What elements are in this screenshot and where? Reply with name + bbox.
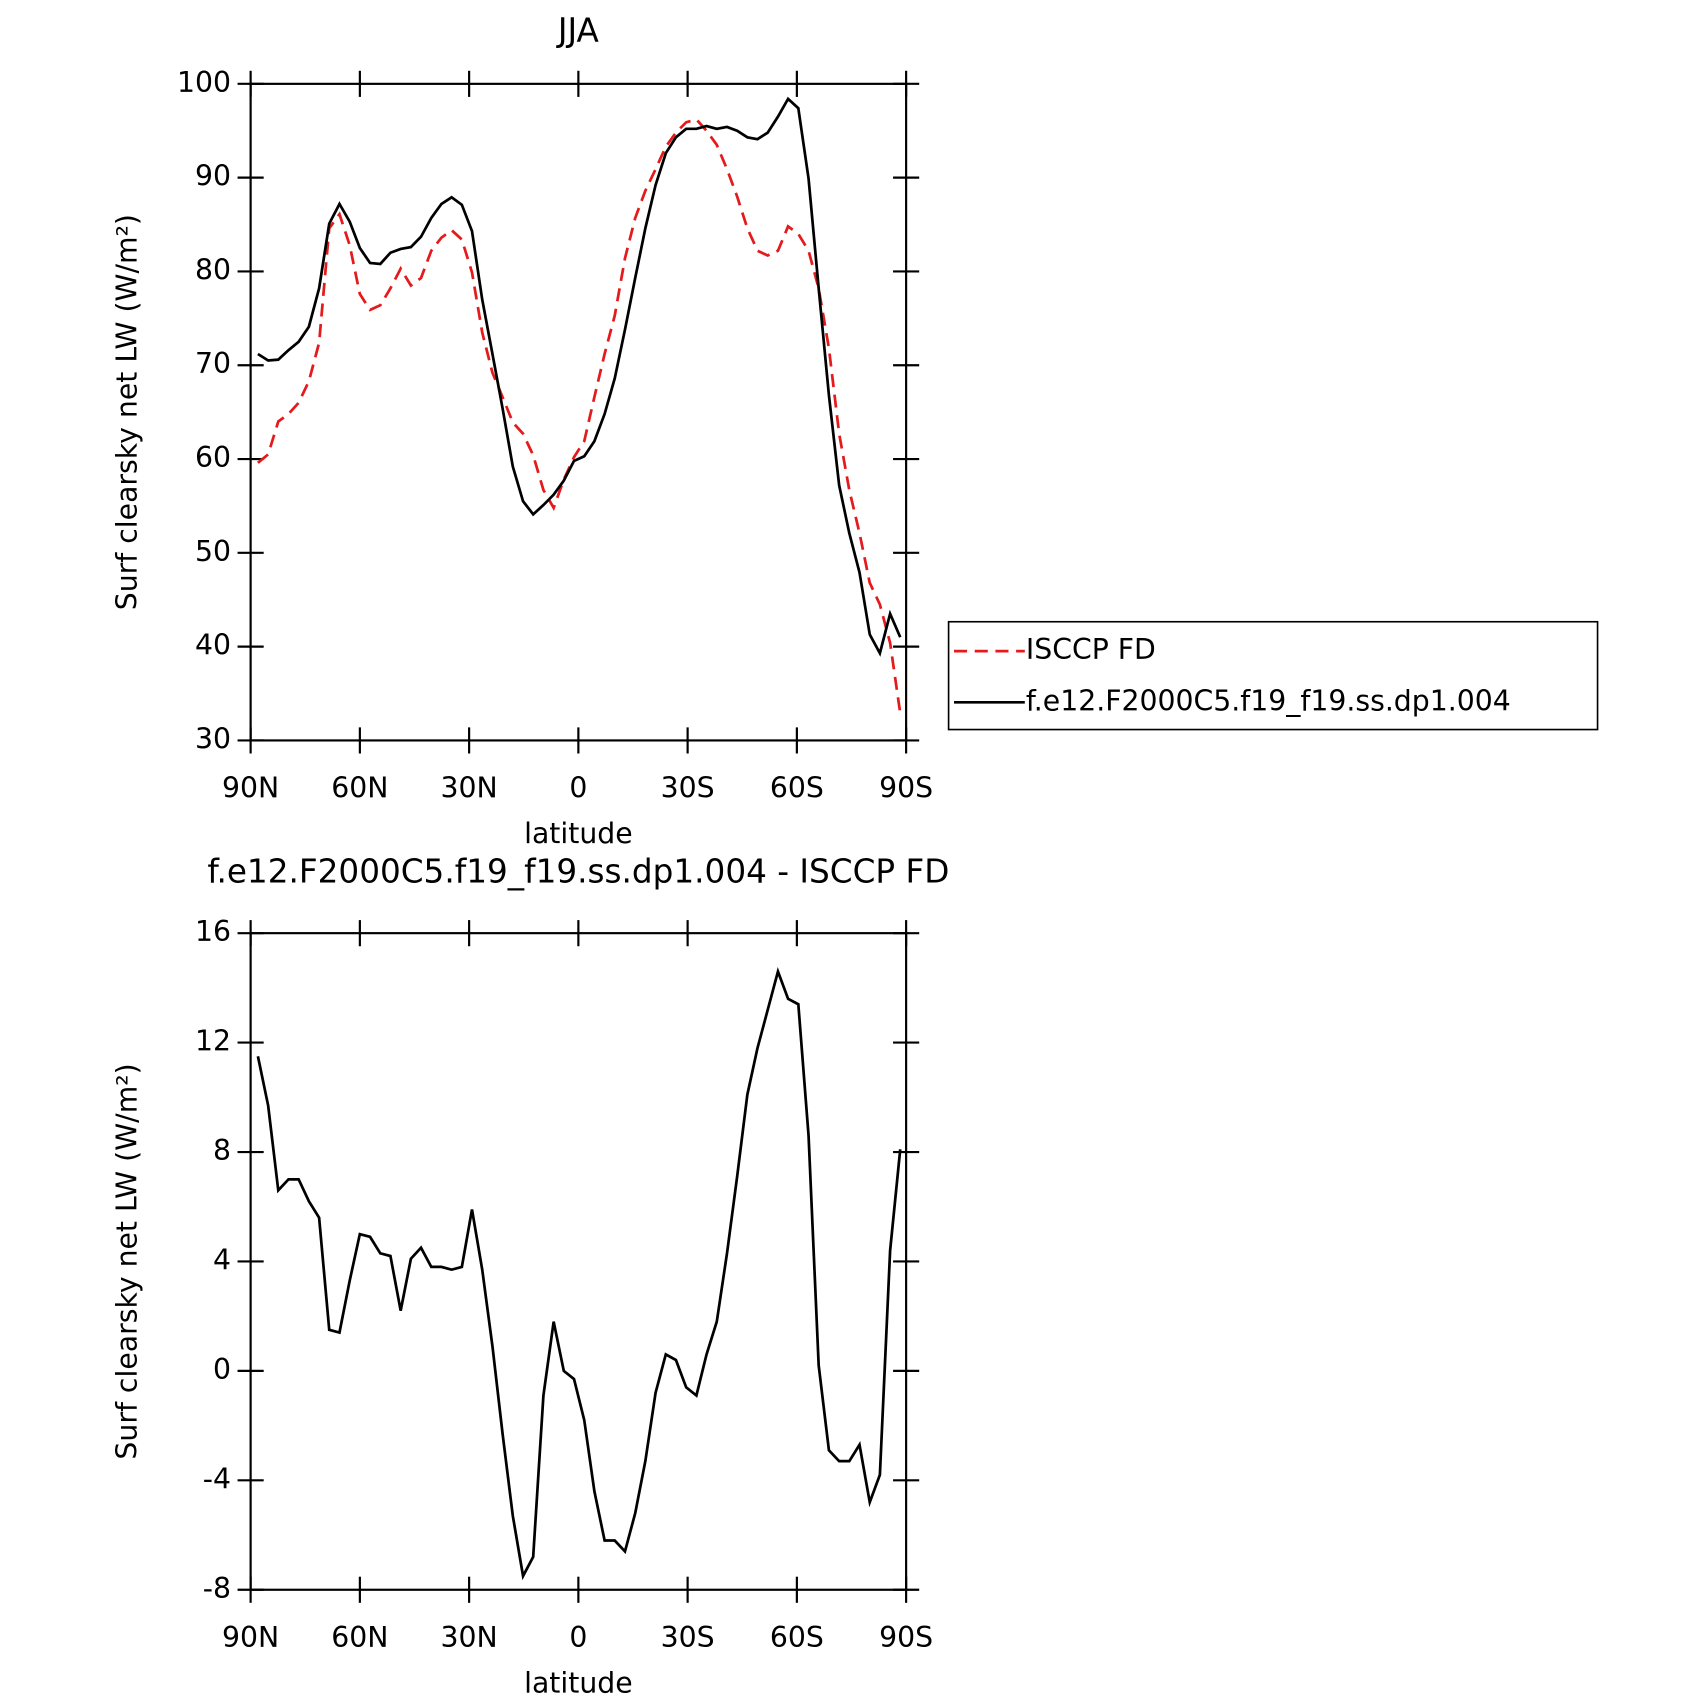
x-tick-label: 60N: [331, 771, 388, 804]
y-axis-label: Surf clearsky net LW (W/m²): [111, 1063, 144, 1459]
x-axis-label: latitude: [524, 817, 633, 850]
y-tick-label: 16: [195, 915, 231, 948]
x-tick-label: 90S: [879, 1621, 933, 1654]
y-tick-label: 4: [213, 1243, 231, 1276]
y-tick-label: 12: [195, 1025, 231, 1058]
legend-box: [947, 620, 1599, 731]
y-tick-label: 30: [195, 722, 231, 755]
x-tick-label: 60S: [770, 771, 824, 804]
chart-title: f.e12.F2000C5.f19_f19.ss.dp1.004 - ISCCP…: [207, 852, 949, 890]
data-line: [257, 96, 902, 657]
x-tick-label: 30N: [441, 771, 498, 804]
y-tick-label: -8: [203, 1572, 231, 1605]
y-tick-label: 80: [195, 253, 231, 286]
x-tick-label: 60S: [770, 1621, 824, 1654]
data-line: [256, 967, 902, 1581]
chart-title: JJA: [556, 12, 600, 50]
y-tick-label: 40: [195, 629, 231, 662]
data-line: [257, 117, 902, 714]
x-tick-label: 0: [569, 1621, 587, 1654]
y-tick-label: -4: [203, 1462, 231, 1495]
y-tick-label: 0: [213, 1353, 231, 1386]
x-tick-label: 60N: [331, 1621, 388, 1654]
y-tick-label: 90: [195, 160, 231, 193]
x-tick-label: 0: [569, 771, 587, 804]
x-tick-label: 90N: [222, 771, 279, 804]
x-tick-label: 90S: [879, 771, 933, 804]
y-tick-label: 100: [177, 66, 231, 99]
x-axis-label: latitude: [524, 1666, 633, 1699]
x-tick-label: 90N: [222, 1621, 279, 1654]
y-tick-label: 8: [213, 1134, 231, 1167]
legend-label: f.e12.F2000C5.f19_f19.ss.dp1.004: [1026, 684, 1511, 717]
plot-frame: [249, 932, 908, 1591]
y-axis-label: Surf clearsky net LW (W/m²): [111, 214, 144, 610]
x-tick-label: 30S: [661, 771, 715, 804]
legend-label: ISCCP FD: [1026, 633, 1156, 666]
x-tick-label: 30S: [661, 1621, 715, 1654]
y-tick-label: 60: [195, 441, 231, 474]
x-tick-label: 30N: [441, 1621, 498, 1654]
y-tick-label: 70: [195, 347, 231, 380]
y-tick-label: 50: [195, 535, 231, 568]
